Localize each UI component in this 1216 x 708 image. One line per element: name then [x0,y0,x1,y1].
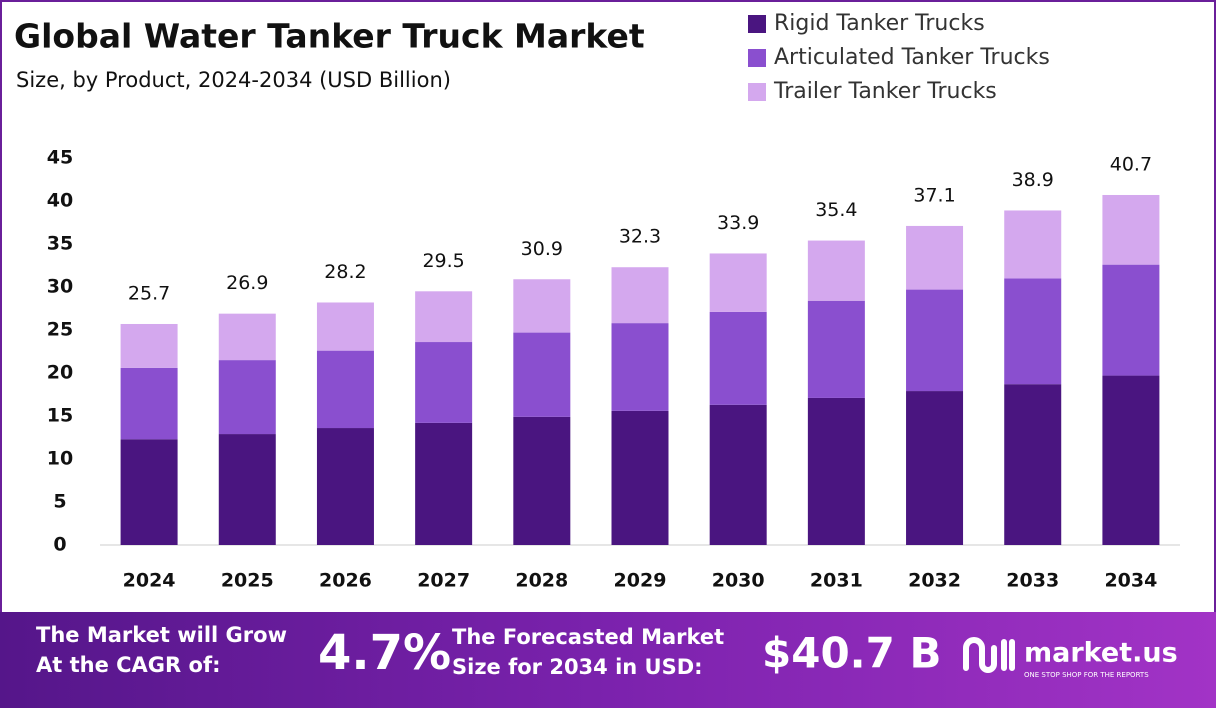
total-label: 38.9 [1012,169,1054,191]
bar-segment [906,391,964,545]
bar-segment [1004,210,1062,279]
bar-segment [316,350,374,429]
x-tick-label: 2024 [123,570,176,592]
y-tick-label: 45 [47,147,73,169]
total-label: 30.9 [521,238,563,260]
x-tick-label: 2030 [712,570,765,592]
bar-segment [611,323,669,411]
y-tick-label: 15 [47,405,73,427]
bar-segment [120,439,178,545]
y-tick-label: 30 [47,276,73,298]
total-label: 35.4 [815,199,857,221]
y-tick-label: 25 [47,319,73,341]
y-tick-label: 35 [47,233,73,255]
legend-swatch [748,83,766,101]
bar-segment [120,367,178,440]
bar-segment [906,225,964,290]
brand-logo [963,637,1015,673]
brand-name: market.us [1024,638,1178,669]
cagr-text: The Market will Grow [36,623,287,647]
brand-tagline: ONE STOP SHOP FOR THE REPORTS [1024,671,1149,679]
chart-subtitle: Size, by Product, 2024-2034 (USD Billion… [16,68,451,92]
x-tick-label: 2027 [417,570,470,592]
bar-segment [218,313,276,361]
x-tick-label: 2028 [515,570,568,592]
forecast-text: The Forecasted Market [452,625,724,649]
bar-segment [807,240,865,301]
bar-segment [611,410,669,545]
bar-segment [906,289,964,392]
bar-segment [513,332,571,417]
bar-segment [415,422,473,545]
x-tick-label: 2029 [614,570,667,592]
total-label: 33.9 [717,212,759,234]
y-tick-label: 40 [47,190,73,212]
bar-segment [218,434,276,545]
bar-segment [1102,194,1160,265]
bar-segment [1004,384,1062,545]
x-tick-label: 2033 [1006,570,1059,592]
total-label: 28.2 [324,261,366,283]
x-tick-label: 2026 [319,570,372,592]
x-tick-label: 2031 [810,570,863,592]
bar-segment [709,311,767,405]
y-tick-label: 0 [53,534,66,556]
bar-segment [1102,375,1160,545]
cagr-value: 4.7% [318,625,451,681]
bar-segment [415,291,473,343]
bar-segment [415,342,473,423]
bar-segment [807,397,865,545]
bar-segment [218,360,276,435]
total-label: 25.7 [128,282,170,304]
bar-segment [316,428,374,545]
bar-segment [513,416,571,545]
total-label: 40.7 [1110,153,1152,175]
cagr-text: At the CAGR of: [36,653,221,677]
footer-banner: The Market will Grow At the CAGR of: 4.7… [0,612,1216,708]
legend-label: Trailer Tanker Trucks [773,79,997,104]
chart-title: Global Water Tanker Truck Market [14,17,645,56]
x-tick-label: 2032 [908,570,961,592]
bar-segment [709,404,767,545]
bar-segment [316,302,374,351]
total-label: 37.1 [913,184,955,206]
bar-segment [807,300,865,398]
total-label: 29.5 [422,250,464,272]
y-tick-label: 10 [47,448,73,470]
forecast-value: $40.7 B [762,629,941,678]
legend-swatch [748,15,766,33]
bar-segment [120,323,178,368]
x-tick-label: 2025 [221,570,274,592]
bar-segment [611,267,669,324]
forecast-text: Size for 2034 in USD: [452,655,703,679]
bar-segment [1004,278,1062,385]
total-label: 26.9 [226,272,268,294]
legend-label: Articulated Tanker Trucks [774,45,1050,70]
x-tick-label: 2034 [1104,570,1157,592]
legend-label: Rigid Tanker Trucks [774,11,985,36]
total-label: 32.3 [619,226,661,248]
bar-segment [513,279,571,333]
y-tick-label: 20 [47,362,73,384]
bar-segment [709,253,767,312]
legend-swatch [748,49,766,67]
bar-segment [1102,264,1160,376]
y-tick-label: 5 [53,491,66,513]
